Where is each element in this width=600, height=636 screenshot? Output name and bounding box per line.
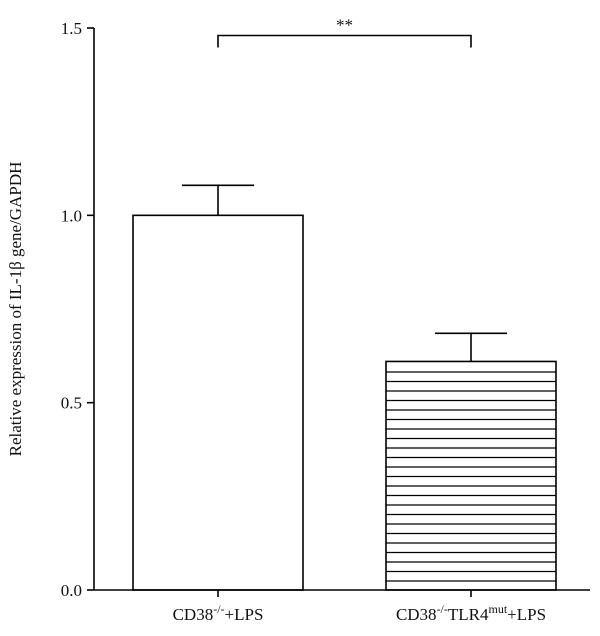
plot-area: **	[132, 15, 557, 591]
y-axis-title: Relative expression of IL-1β gene/GAPDH	[6, 162, 25, 457]
label-text: CD38	[173, 605, 214, 624]
label-text: +LPS	[507, 605, 546, 624]
bar-1	[132, 214, 304, 591]
x-tick-label: CD38-/-TLR4mut+LPS	[396, 602, 546, 624]
significance-label: **	[336, 15, 353, 34]
label-text: +LPS	[225, 605, 264, 624]
superscript: mut	[489, 602, 508, 616]
label-text: TLR4	[448, 605, 489, 624]
superscript: -/-	[213, 602, 224, 616]
y-tick-label: 0.5	[61, 394, 82, 413]
bracket-line	[217, 34, 472, 48]
y-tick-label: 0.0	[61, 581, 82, 600]
x-ticks: CD38-/-+LPS CD38-/-TLR4mut+LPS	[173, 590, 546, 624]
bar-hatch	[386, 371, 556, 582]
y-ticks: 0.0 0.5 1.0 1.5	[61, 19, 94, 600]
y-tick-label: 1.0	[61, 206, 82, 225]
x-tick-label: CD38-/-+LPS	[173, 602, 264, 624]
bar-2	[385, 360, 557, 591]
label-text: CD38	[396, 605, 437, 624]
significance-bracket: **	[217, 15, 472, 48]
y-tick-label: 1.5	[61, 19, 82, 38]
superscript: -/-	[437, 602, 448, 616]
